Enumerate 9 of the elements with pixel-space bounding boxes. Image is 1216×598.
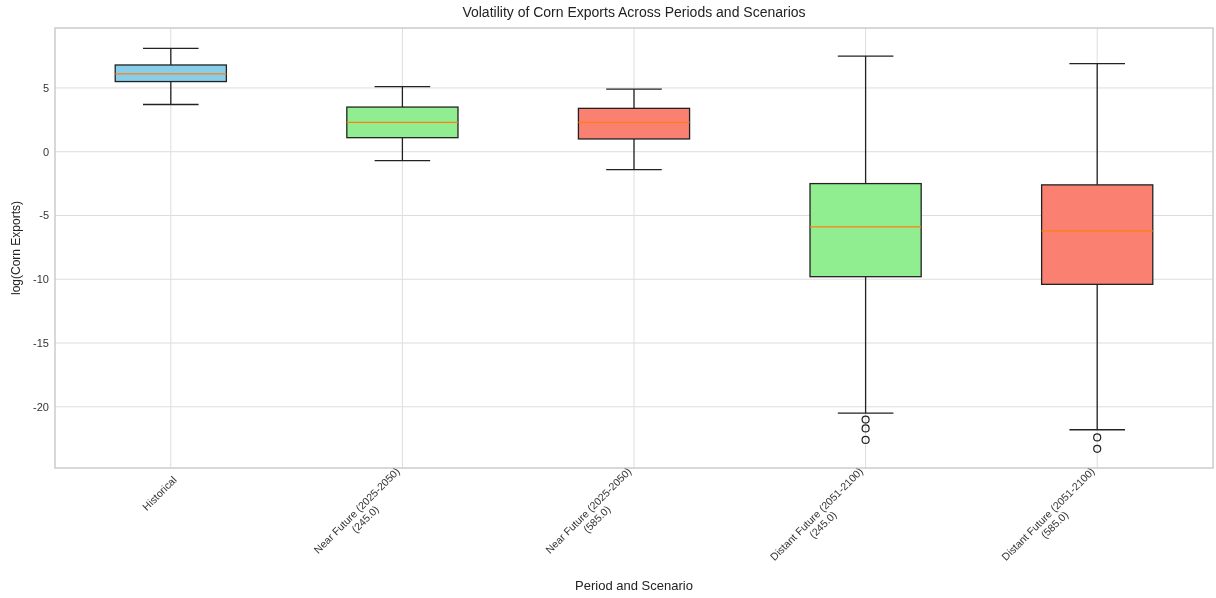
y-tick-label: -20: [33, 400, 49, 413]
y-tick-label: -10: [33, 273, 49, 286]
chart-title: Volatility of Corn Exports Across Periods and Scenarios: [462, 4, 806, 20]
y-axis-title: log(Corn Exports): [9, 200, 23, 296]
y-tick-label: -5: [39, 209, 49, 222]
y-tick-label: 0: [42, 145, 49, 158]
y-tick-label: 5: [42, 81, 49, 94]
x-axis-title: Period and Scenario: [575, 578, 693, 593]
y-tick-label: -15: [33, 336, 49, 349]
